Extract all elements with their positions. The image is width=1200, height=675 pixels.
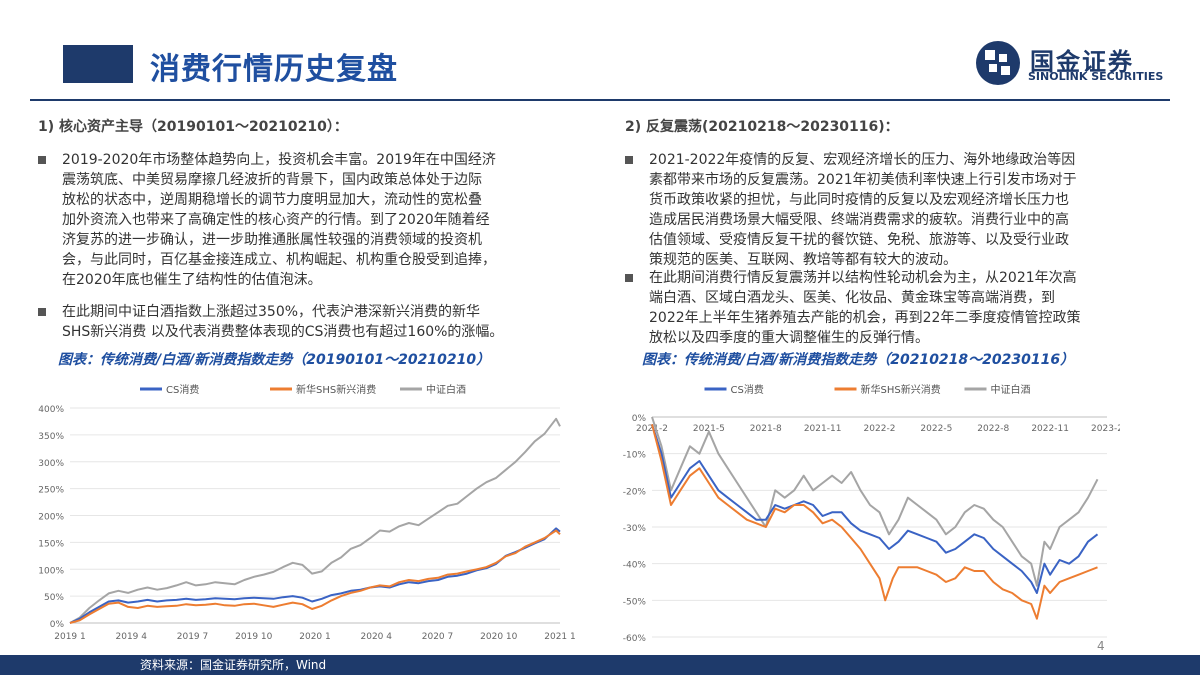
x-tick-label: 2021-2 xyxy=(636,424,668,434)
y-tick-label: -60% xyxy=(623,634,647,644)
x-tick-label: 2020 1 xyxy=(299,632,331,642)
logo-icon xyxy=(976,41,1020,85)
bullet-line: 货币政策收紧的担忧，与此同时疫情的反复以及宏观经济增长压力也 xyxy=(649,192,1069,208)
y-tick-label: 50% xyxy=(44,593,64,603)
bullet-line: 造成居民消费场景大幅受限、终端消费需求的疲软。消费行业中的高 xyxy=(649,212,1069,228)
logo-text-en: SINOLINK SECURITIES xyxy=(1028,70,1164,83)
title-accent-bar xyxy=(63,45,133,83)
left-line-chart: CS消费 新华SHS新兴消费 中证白酒 0% 50% 100% 150% 200% 250% 30… xyxy=(38,383,576,642)
bullet-line: 在2020年底也催生了结构性的估值泡沫。 xyxy=(62,272,322,288)
logo-text-cn: 国金证券 xyxy=(1030,48,1134,76)
bullet-line: 2021-2022年疫情的反复、宏观经济增长的压力、海外地缘政治等因 xyxy=(649,152,1076,168)
bullet-line: 策规范的医美、互联网、教培等都有较大的波动。 xyxy=(649,252,957,268)
y-tick-label: 150% xyxy=(38,539,64,549)
legend-label: CS消费 xyxy=(166,383,199,396)
x-tick-label: 2022-8 xyxy=(977,424,1009,434)
bullet-line: 放松以及四季度的重大调整催生的反弹行情。 xyxy=(649,330,929,346)
left-figure-caption: 图表：传统消费/白酒/新消费指数走势（20190101～20210210） xyxy=(58,352,491,368)
right-section-heading: 2) 反复震荡(20210218～20230116)： xyxy=(625,119,899,135)
y-tick-label: 100% xyxy=(38,566,64,576)
left-section-heading: 1) 核心资产主导（20190101～20210210）： xyxy=(38,119,348,135)
legend-label: 新华SHS新兴消费 xyxy=(296,383,376,396)
x-tick-label: 2023-2 xyxy=(1091,424,1120,434)
bullet-line: 估值领域、受疫情反复干扰的餐饮链、免税、旅游等、以及受行业政 xyxy=(649,232,1069,248)
bullet-line: 端白酒、区域白酒龙头、医美、化妆品、黄金珠宝等高端消费，到 xyxy=(649,290,1055,306)
series-line-baijiu xyxy=(651,416,1099,587)
source-note: 资料来源：国金证券研究所，Wind xyxy=(140,658,327,672)
bullet-square-icon xyxy=(625,274,633,282)
x-tick-label: 2019 7 xyxy=(177,632,209,642)
y-tick-label: 200% xyxy=(38,513,64,523)
series-line-shs xyxy=(651,424,1098,620)
legend-label: 中证白酒 xyxy=(426,383,466,396)
x-tick-label: 2020 4 xyxy=(361,632,393,642)
x-tick-label: 2022-5 xyxy=(920,424,952,434)
series-line-cs xyxy=(69,527,561,624)
y-tick-label: 0% xyxy=(632,414,647,424)
right-line-chart: CS消费 新华SHS新兴消费 中证白酒 0% -10% -20% -30% -40% -50% -… xyxy=(623,383,1120,644)
series-line-cs xyxy=(651,423,1099,594)
y-tick-label: 250% xyxy=(38,486,64,496)
y-tick-label: 400% xyxy=(38,405,64,415)
legend-label: 新华SHS新兴消费 xyxy=(861,383,941,396)
x-tick-label: 2019 10 xyxy=(235,632,272,642)
y-tick-label: -30% xyxy=(623,524,647,534)
page-title: 消费行情历史复盘 xyxy=(150,52,398,87)
right-figure-caption: 图表：传统消费/白酒/新消费指数走势（20210218～20230116） xyxy=(642,352,1075,368)
x-tick-label: 2020 10 xyxy=(480,632,517,642)
footer-bar xyxy=(0,655,1200,675)
y-tick-label: -40% xyxy=(623,561,647,571)
x-tick-label: 2019 1 xyxy=(54,632,86,642)
x-tick-label: 2021 1 xyxy=(544,632,576,642)
page-number: 4 xyxy=(1097,639,1105,653)
x-tick-label: 2022-11 xyxy=(1031,424,1069,434)
bullet-line: 会，与此同时，百亿基金接连成立、机构崛起、机构重仓股受到追捧， xyxy=(62,252,496,268)
bullet-square-icon xyxy=(625,156,633,164)
x-tick-label: 2020 7 xyxy=(422,632,454,642)
x-tick-label: 2022-2 xyxy=(864,424,896,434)
series-line-shs xyxy=(69,529,561,624)
bullet-line: 济复苏的进一步确认，进一步助推通胀属性较强的消费领域的投资机 xyxy=(62,232,482,248)
chart-legend: CS消费 新华SHS新兴消费 中证白酒 xyxy=(140,383,466,396)
company-logo: 国金证券 SINOLINK SECURITIES xyxy=(975,40,1175,90)
series-line-baijiu xyxy=(69,417,561,624)
y-tick-label: -20% xyxy=(623,487,647,497)
y-tick-label: 300% xyxy=(38,459,64,469)
x-tick-label: 2021-11 xyxy=(804,424,842,434)
bullet-line: 素都带来市场的反复震荡。2021年初美债利率快速上行引发市场对于 xyxy=(649,172,1077,188)
x-tick-label: 2019 4 xyxy=(116,632,148,642)
bullet-line: 放松的状态中，逆周期稳增长的调节力度明显加大，流动性的宽松叠 xyxy=(62,192,482,208)
y-tick-label: 350% xyxy=(38,432,64,442)
y-tick-label: 0% xyxy=(50,620,65,630)
y-tick-label: -10% xyxy=(623,451,647,461)
bullet-line: 在此期间中证白酒指数上涨超过350%，代表沪港深新兴消费的新华 xyxy=(62,304,481,320)
bullet-line: 在此期间消费行情反复震荡并以结构性轮动机会为主，从2021年次高 xyxy=(649,270,1077,286)
bullet-line: 震荡筑底、中美贸易摩擦几经波折的背景下，国内政策总体处于边际 xyxy=(62,172,482,188)
bullet-line: 2022年上半年生猪养殖去产能的机会，再到22年二季度疫情管控政策 xyxy=(649,310,1081,326)
bullet-square-icon xyxy=(38,156,46,164)
x-tick-label: 2021-8 xyxy=(750,424,782,434)
bullet-square-icon xyxy=(38,308,46,316)
chart-legend: CS消费 新华SHS新兴消费 中证白酒 xyxy=(704,383,1031,396)
header-divider xyxy=(30,99,1170,101)
bullet-line: 2019-2020年市场整体趋势向上，投资机会丰富。2019年在中国经济 xyxy=(62,152,496,168)
bullet-line: SHS新兴消费 以及代表消费整体表现的CS消费也有超过160%的涨幅。 xyxy=(62,324,504,340)
y-tick-label: -50% xyxy=(623,597,647,607)
bullet-line: 加外资流入也带来了高确定性的核心资产的行情。到了2020年随着经 xyxy=(62,212,490,228)
legend-label: CS消费 xyxy=(731,383,764,396)
legend-label: 中证白酒 xyxy=(991,383,1031,396)
x-tick-label: 2021-5 xyxy=(693,424,725,434)
